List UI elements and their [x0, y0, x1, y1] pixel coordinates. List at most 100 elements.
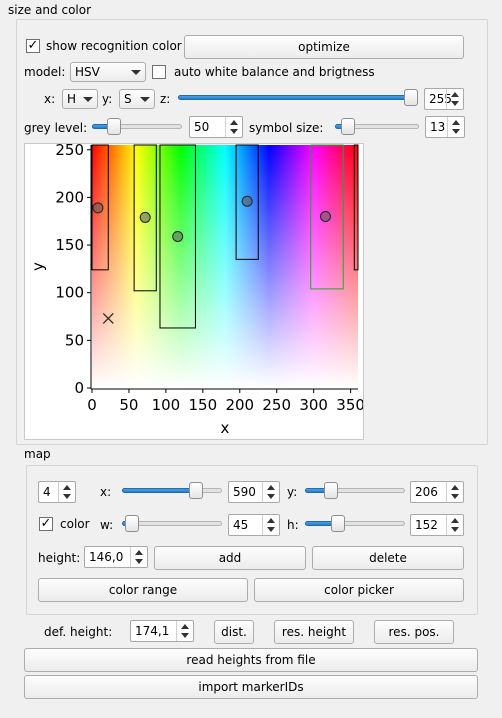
map-y-spinbox[interactable]: 206 [410, 481, 464, 503]
grey-level-slider[interactable] [92, 117, 182, 137]
map-index-value: 4 [43, 485, 51, 499]
chevron-down-icon [131, 70, 141, 75]
color-range-rect-1 [133, 144, 157, 292]
arrow-up-icon [230, 120, 238, 125]
x-tick-label-5: 250 [262, 396, 291, 414]
z-channel-label: z: [160, 92, 171, 106]
arrow-up-icon [135, 550, 143, 555]
map-h-value: 152 [415, 518, 438, 532]
map-color-checkbox[interactable]: ✓ [39, 517, 53, 531]
arrow-down-icon [135, 559, 143, 564]
optimize-button[interactable]: optimize [184, 35, 464, 59]
map-x-slider-handle[interactable] [189, 482, 204, 499]
import-marker-ids-button[interactable]: import markerIDs [24, 675, 478, 699]
arrow-down-icon [451, 527, 459, 532]
y-tick-label-0: 0 [74, 379, 84, 397]
symbol-size-slider-handle[interactable] [340, 118, 355, 135]
map-w-slider[interactable] [122, 514, 222, 534]
map-w-value: 45 [233, 518, 249, 532]
color-range-rect-4 [310, 144, 344, 290]
map-group [26, 465, 478, 615]
show-recognition-color-label: show recognition color [46, 39, 182, 53]
size-color-title: size and color [8, 3, 92, 17]
auto-white-balance-checkbox[interactable] [152, 65, 166, 79]
grey-level-slider-handle[interactable] [107, 118, 122, 135]
marker-point-4 [319, 210, 331, 222]
y-tick-label-5: 250 [55, 144, 84, 159]
dist-button[interactable]: dist. [214, 620, 254, 644]
color-plot-svg[interactable]: 0 50 100 150 200 250 300 350 0 50 100 150 200 250 x y [25, 144, 363, 439]
saturation-gradient [92, 145, 358, 388]
arrow-up-icon [451, 518, 459, 523]
map-w-spinbox[interactable]: 45 [228, 514, 280, 536]
marker-point-1 [139, 211, 151, 223]
y-channel-select[interactable]: S [119, 89, 155, 109]
map-h-slider[interactable] [305, 514, 405, 534]
map-w-slider-handle[interactable] [124, 515, 139, 532]
read-heights-from-file-button[interactable]: read heights from file [24, 648, 478, 672]
arrow-up-icon [451, 485, 459, 490]
res-pos-button[interactable]: res. pos. [374, 620, 454, 644]
auto-white-balance-label: auto white balance and brigtness [174, 65, 375, 79]
x-channel-value: H [67, 92, 77, 106]
map-index-spinbox[interactable]: 4 [38, 481, 76, 503]
x-tick-label-7: 350 [336, 396, 363, 414]
y-axis-label: y [29, 262, 47, 271]
add-button[interactable]: add [154, 546, 306, 570]
arrow-down-icon [230, 129, 238, 134]
y-tick-label-1: 50 [65, 331, 84, 349]
checkmark-icon: ✓ [40, 516, 52, 531]
map-h-spinbox[interactable]: 152 [410, 514, 464, 536]
cursor-cross [102, 313, 114, 324]
arrow-up-icon [181, 624, 189, 629]
show-recognition-color-checkbox[interactable]: ✓ [26, 39, 40, 53]
color-picker-button[interactable]: color picker [254, 578, 464, 602]
grey-level-spinbox[interactable]: 50 [189, 116, 243, 138]
y-tick-label-4: 200 [55, 188, 84, 206]
map-color-label: color [60, 517, 90, 531]
color-plot[interactable]: 0 50 100 150 200 250 300 350 0 50 100 150 200 250 x y [24, 143, 364, 440]
map-height-spinbox[interactable]: 146,0 [84, 546, 148, 568]
symbol-size-slider[interactable] [335, 117, 419, 137]
z-value-spinbox[interactable]: 255 [424, 88, 464, 110]
model-select[interactable]: HSV [70, 62, 146, 82]
def-height-spinbox[interactable]: 174,1 [130, 620, 194, 642]
x-channel-select[interactable]: H [62, 89, 98, 109]
x-channel-label: x: [44, 92, 56, 106]
symbol-size-spinbox[interactable]: 13 [425, 116, 465, 138]
grey-level-label: grey level: [24, 121, 88, 135]
x-tick-label-6: 300 [299, 396, 328, 414]
res-height-button[interactable]: res. height [274, 620, 354, 644]
marker-point-0 [92, 202, 104, 214]
marker-point-2 [172, 230, 184, 242]
y-channel-value: S [124, 92, 132, 106]
chevron-down-icon [83, 97, 93, 102]
map-x-spinbox[interactable]: 590 [228, 481, 280, 503]
grey-level-value: 50 [194, 120, 210, 134]
map-height-value: 146,0 [89, 550, 124, 564]
size-color-group [16, 19, 488, 445]
color-range-button[interactable]: color range [38, 578, 248, 602]
y-tick-label-3: 150 [55, 236, 84, 254]
arrow-up-icon [63, 485, 71, 490]
marker-point-3 [241, 195, 253, 207]
y-channel-label: y: [102, 92, 113, 106]
map-x-slider[interactable] [122, 481, 222, 501]
arrow-down-icon [181, 633, 189, 638]
z-slider-handle[interactable] [404, 89, 418, 106]
delete-button[interactable]: delete [312, 546, 464, 570]
map-y-slider-handle[interactable] [323, 482, 338, 499]
z-slider[interactable] [178, 88, 418, 108]
map-x-value: 590 [233, 485, 256, 499]
arrow-up-icon [267, 485, 275, 490]
arrow-down-icon [451, 494, 459, 499]
model-select-value: HSV [75, 65, 100, 79]
symbol-size-label: symbol size: [249, 121, 324, 135]
arrow-up-icon [267, 518, 275, 523]
map-title: map [24, 447, 51, 461]
map-h-slider-handle[interactable] [330, 515, 345, 532]
map-y-slider[interactable] [305, 481, 405, 501]
x-tick-label-0: 0 [87, 396, 97, 414]
def-height-value: 174,1 [135, 624, 170, 638]
map-height-label: height: [38, 551, 81, 565]
